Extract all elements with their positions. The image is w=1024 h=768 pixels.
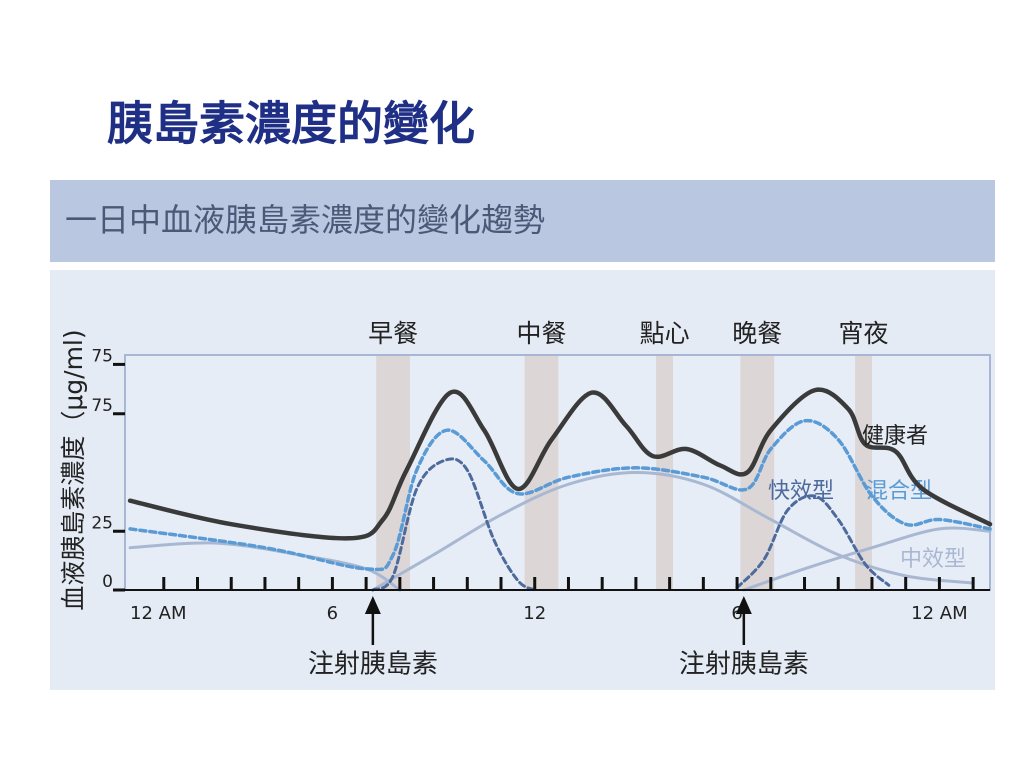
slide-title: 胰島素濃度的變化 (107, 97, 475, 151)
y-tick-label: 75 (91, 346, 113, 366)
meal-label: 晚餐 (732, 319, 782, 348)
banner (50, 180, 995, 262)
meal-label: 早餐 (368, 319, 418, 348)
subtitle: 一日中血液胰島素濃度的變化趨勢 (65, 201, 545, 239)
annotation: 注射胰島素 (679, 650, 809, 680)
arrow-head (364, 596, 381, 614)
series-line (371, 457, 891, 592)
meal-label: 中餐 (516, 319, 566, 348)
meal-band (855, 356, 872, 589)
series-line (128, 418, 992, 572)
series-label: 快效型 (768, 479, 834, 504)
meal-band (524, 356, 559, 589)
y-tick-label: 0 (102, 572, 113, 592)
annotation: 注射胰島素 (308, 650, 438, 680)
x-tick-label: 12 AM (911, 603, 967, 624)
series-label: 混合型 (866, 479, 932, 504)
meal-label: 宵夜 (839, 319, 889, 348)
series-label: 中效型 (900, 547, 966, 572)
y-axis-label: 血液胰島素濃度（μg/ml) (59, 329, 88, 610)
x-tick-label: 12 (523, 603, 546, 624)
series-line (127, 387, 993, 541)
x-tick-label: 12 AM (130, 603, 186, 624)
series-label: 健康者 (862, 424, 928, 449)
meal-label: 點心 (640, 319, 690, 348)
y-tick-label: 25 (91, 513, 113, 533)
arrow-head (735, 596, 752, 614)
y-tick-label: 75 (91, 396, 113, 416)
meal-band (656, 356, 674, 589)
x-tick-label: 6 (327, 603, 338, 624)
